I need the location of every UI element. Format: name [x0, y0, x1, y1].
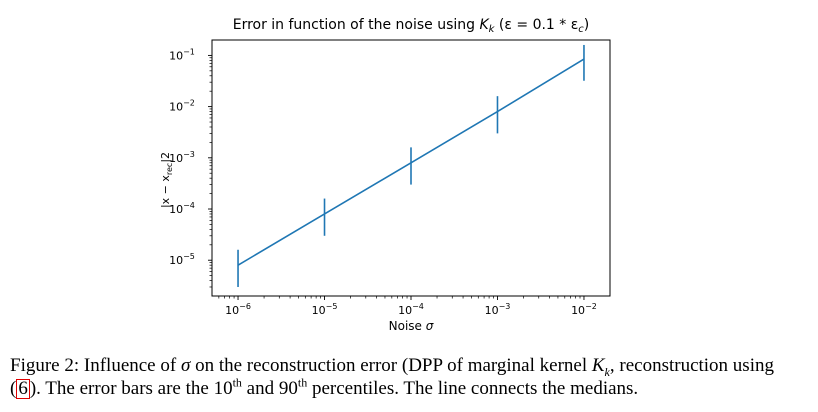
- x-tick-label: 10−4: [398, 302, 424, 317]
- x-tick-label: 10−6: [225, 302, 251, 317]
- chart-title: Error in function of the noise using Kk …: [233, 17, 590, 35]
- x-axis-label: Noise σ: [389, 319, 434, 333]
- caption-text-4: and 90: [241, 378, 298, 399]
- caption-kernel: K: [591, 355, 605, 376]
- caption-open-paren: (: [10, 378, 17, 399]
- equation-reference-link[interactable]: 6: [16, 378, 30, 399]
- y-tick-label: 10−1: [169, 47, 195, 62]
- caption-label: Figure 2: Influence of: [10, 355, 181, 376]
- chart-svg: 10−6 10−5 10−4 10−3 10−2 10−5 10−4 10−3 10−2 10−1…: [159, 17, 611, 333]
- x-tick-label: 10−3: [485, 302, 511, 317]
- y-tick-label: 10−3: [169, 150, 195, 165]
- x-tick-label: 10−2: [571, 302, 597, 317]
- caption-sigma: σ: [180, 355, 191, 376]
- y-tick-label: 10−2: [169, 99, 195, 114]
- x-tick-label: 10−5: [312, 302, 338, 317]
- chart-figure: 10−6 10−5 10−4 10−3 10−2 10−5 10−4 10−3 10−2 10−1…: [159, 17, 611, 333]
- figure-caption: Figure 2: Influence of σ on the reconstr…: [10, 354, 810, 400]
- caption-kernel-sub: k: [604, 364, 610, 379]
- caption-text-3: ). The error bars are the 10: [29, 378, 233, 399]
- y-tick-label: 10−5: [169, 252, 195, 267]
- caption-text-5: percentiles. The line connects the media…: [307, 378, 639, 399]
- caption-sup-2: th: [297, 375, 308, 390]
- caption-text-1: on the reconstruction error (DPP of marg…: [190, 355, 592, 376]
- caption-sup-1: th: [232, 375, 242, 390]
- caption-text-2: , reconstruction using: [609, 355, 774, 376]
- y-tick-label: 10−4: [169, 201, 195, 216]
- y-axis-label: |x − xrec|2: [159, 152, 174, 208]
